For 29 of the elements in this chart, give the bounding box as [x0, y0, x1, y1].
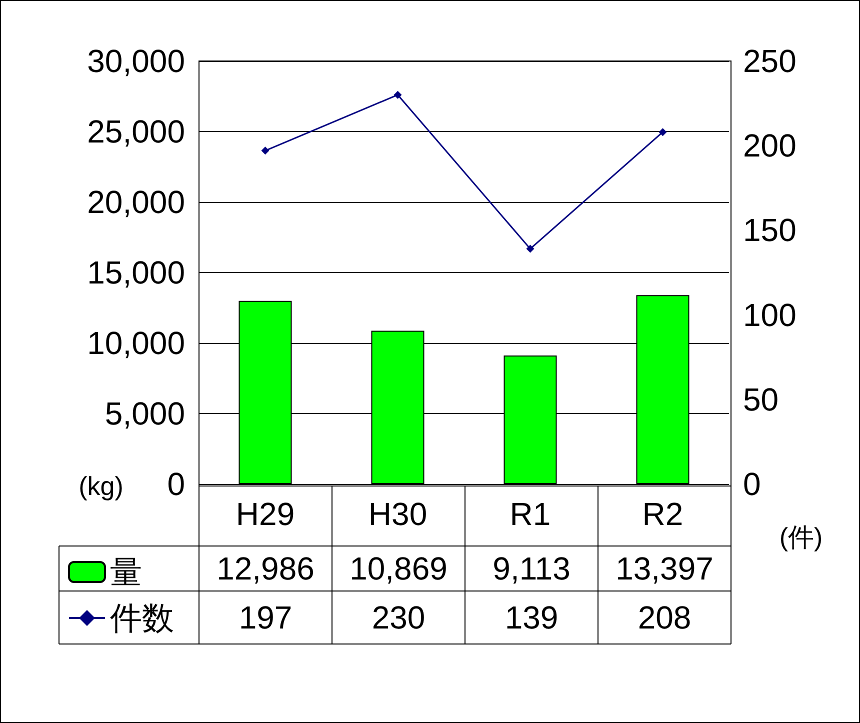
y-tick-label: 30,000 [87, 43, 185, 79]
y-axis-title: (kg) [78, 471, 124, 501]
data-label: 197 [238, 600, 292, 636]
y2-tick-label: 100 [743, 296, 796, 333]
y2-tick-label: 0 [743, 466, 761, 502]
legend-label: 件数 [110, 600, 174, 636]
legend-label: 量 [110, 554, 142, 590]
data-label: 230 [372, 600, 426, 636]
data-label: 12,986 [216, 550, 314, 586]
data-label: 9,113 [492, 550, 570, 586]
x-tick-label: R2 [642, 496, 684, 532]
y2-tick-label: 250 [743, 43, 796, 79]
data-label: 139 [504, 600, 558, 636]
y-tick-label: 20,000 [87, 184, 185, 220]
data-label: 10,869 [350, 550, 448, 586]
y-tick-label: 25,000 [87, 114, 185, 150]
y2-axis-title: (件) [779, 522, 823, 552]
y2-tick-label: 50 [743, 381, 779, 418]
y-tick-label: 5,000 [104, 396, 185, 432]
x-tick-label: H29 [236, 496, 295, 532]
y-tick-label: 0 [167, 466, 185, 502]
data-label: 208 [638, 600, 692, 636]
y-tick-label: 15,000 [87, 254, 185, 290]
data-label: 13,397 [616, 550, 714, 586]
x-tick-label: R1 [510, 496, 551, 532]
y-tick-label: 10,000 [87, 325, 185, 361]
x-tick-label: H30 [368, 496, 428, 532]
y2-tick-label: 200 [743, 128, 796, 164]
y2-tick-label: 150 [743, 212, 796, 248]
